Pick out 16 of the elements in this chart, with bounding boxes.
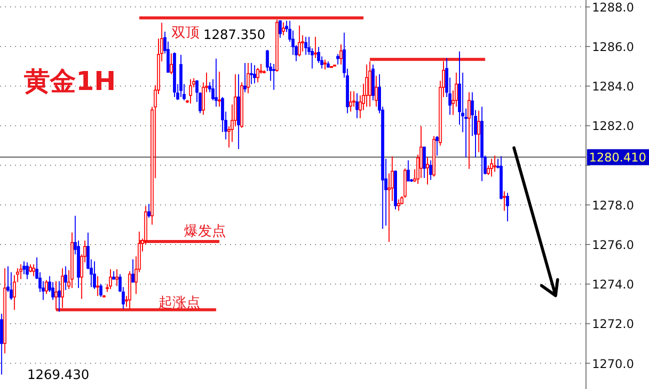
y-tick-label: 1282.0 bbox=[592, 119, 634, 134]
y-tick-label: 1274.0 bbox=[592, 278, 634, 292]
y-tick-label: 1270.0 bbox=[592, 356, 634, 371]
y-tick-label: 1286.0 bbox=[592, 40, 634, 54]
annotation: 起涨点 bbox=[158, 294, 201, 311]
y-tick-label: 1288.0 bbox=[592, 0, 634, 14]
y-tick-label: 1278.0 bbox=[592, 198, 634, 212]
y-tick-label: 1276.0 bbox=[592, 238, 634, 252]
annotation: 爆发点 bbox=[184, 224, 226, 240]
annotation: 双顶 bbox=[171, 24, 200, 41]
annotation: 1287.350 bbox=[203, 28, 266, 43]
y-tick-label: 1284.0 bbox=[592, 80, 634, 94]
text: 黄金1H bbox=[23, 67, 116, 97]
ref-line-label: 1280.410 bbox=[589, 150, 646, 165]
y-tick-label: 1272.0 bbox=[592, 317, 634, 332]
annotation: 1269.430 bbox=[27, 368, 90, 383]
